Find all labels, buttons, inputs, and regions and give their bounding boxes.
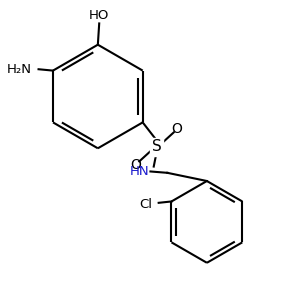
Text: H₂N: H₂N bbox=[7, 63, 32, 76]
Text: O: O bbox=[131, 158, 142, 172]
Text: Cl: Cl bbox=[139, 198, 152, 211]
Text: S: S bbox=[152, 139, 161, 154]
Text: HN: HN bbox=[130, 165, 150, 178]
Text: O: O bbox=[172, 122, 182, 136]
Text: HO: HO bbox=[89, 9, 110, 22]
